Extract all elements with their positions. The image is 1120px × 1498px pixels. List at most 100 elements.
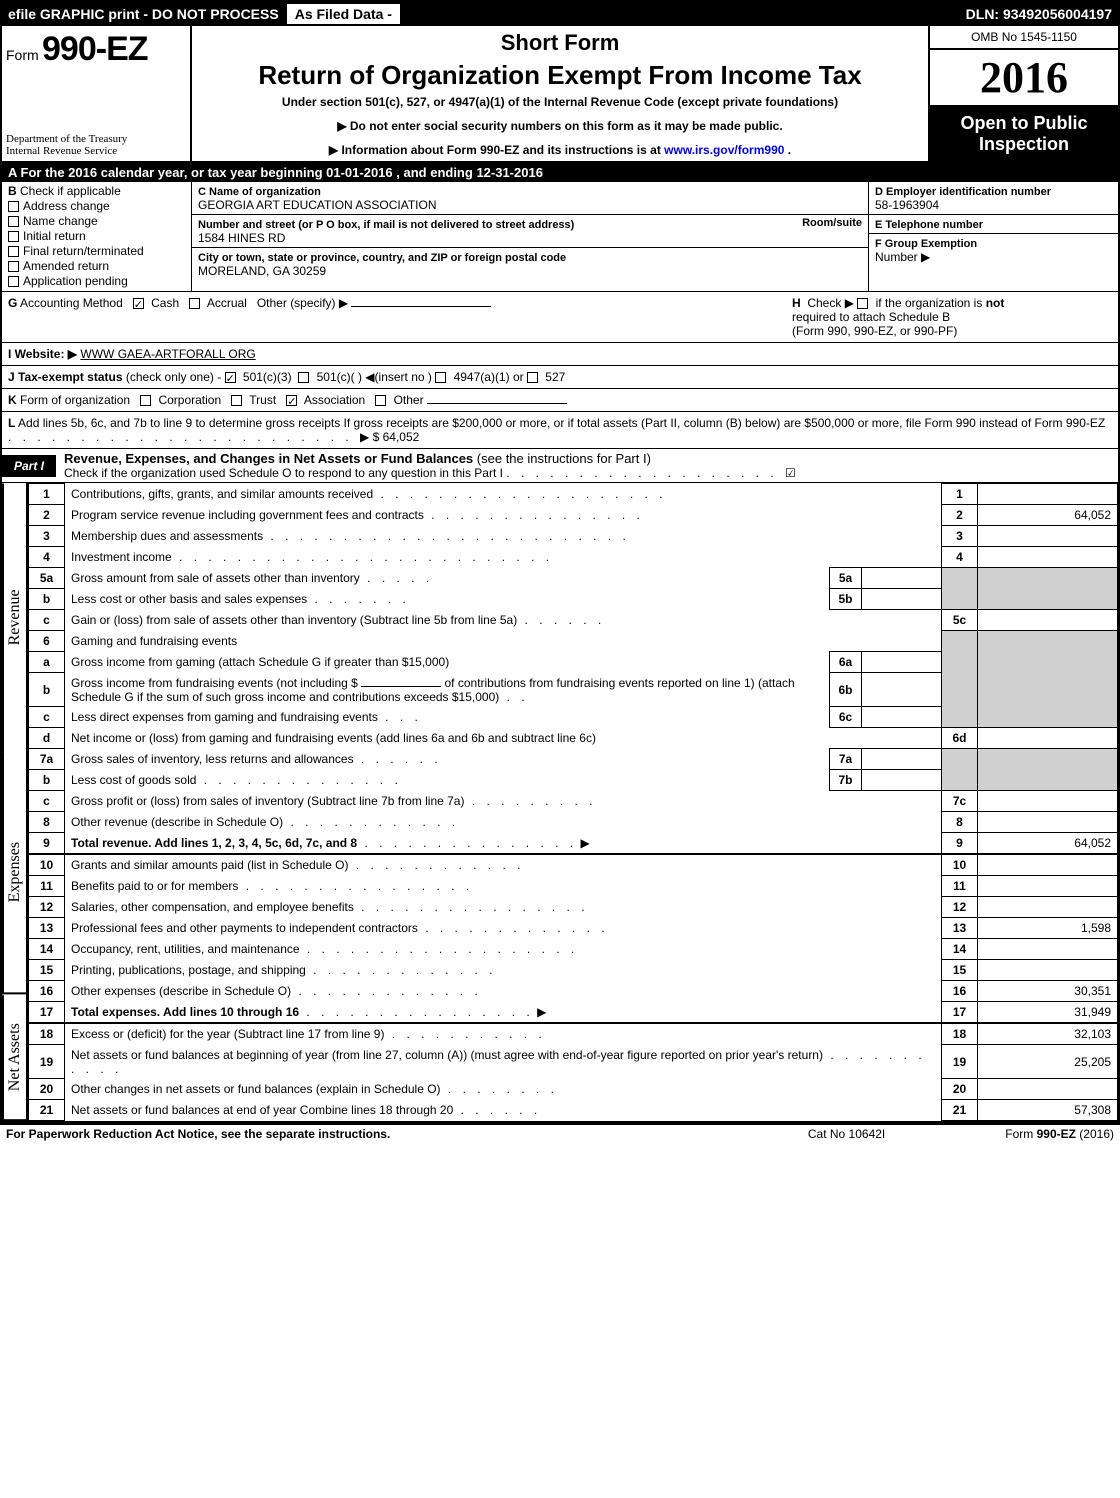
irs-link[interactable]: www.irs.gov/form990 [664,143,784,157]
section-g: G Accounting Method Cash Accrual Other (… [8,296,792,338]
vlabel-revenue: Revenue [2,483,26,752]
line-5a: 5a Gross amount from sale of assets othe… [29,568,1118,589]
chk-trust[interactable] [231,395,242,406]
form-word: Form [6,47,39,63]
chk-corp[interactable] [140,395,151,406]
line-11: 11 Benefits paid to or for members . . .… [29,876,1118,897]
line-8: 8 Other revenue (describe in Schedule O)… [29,812,1118,833]
cat-no: Cat No 10642I [808,1127,885,1141]
chk-address-change[interactable]: Address change [8,199,185,213]
form-number: 990-EZ [42,30,148,68]
section-bcdef: B Check if applicable Address change Nam… [2,182,1118,292]
short-form-title: Short Form [202,30,918,56]
section-c: C Name of organization GEORGIA ART EDUCA… [192,182,868,291]
line-20: 20 Other changes in net assets or fund b… [29,1079,1118,1100]
other-method-input[interactable] [351,306,491,307]
footer: For Paperwork Reduction Act Notice, see … [0,1123,1120,1143]
part-1-title: Revenue, Expenses, and Changes in Net As… [56,449,1118,482]
paperwork-notice: For Paperwork Reduction Act Notice, see … [6,1127,390,1141]
line-21: 21 Net assets or fund balances at end of… [29,1100,1118,1121]
line-10: 10 Grants and similar amounts paid (list… [29,854,1118,876]
chk-sched-b[interactable] [857,298,868,309]
org-name: GEORGIA ART EDUCATION ASSOCIATION [198,198,437,212]
chk-application-pending[interactable]: Application pending [8,274,185,288]
street-address: 1584 HINES RD [198,231,285,245]
section-b: B Check if applicable Address change Nam… [2,182,192,291]
section-l: L Add lines 5b, 6c, and 7b to line 9 to … [2,412,1118,449]
omb-number: OMB No 1545-1150 [930,26,1118,50]
org-name-block: C Name of organization GEORGIA ART EDUCA… [192,182,868,215]
lines-table: 1 Contributions, gifts, grants, and simi… [28,483,1118,1121]
return-title: Return of Organization Exempt From Incom… [202,60,918,91]
part1-chk[interactable]: ☑ [785,466,796,480]
section-def: D Employer identification number 58-1963… [868,182,1118,291]
line-7c: c Gross profit or (loss) from sales of i… [29,791,1118,812]
chk-assoc[interactable] [286,395,297,406]
chk-cash[interactable] [133,298,144,309]
line-14: 14 Occupancy, rent, utilities, and maint… [29,939,1118,960]
group-exempt-block: F Group Exemption Number ▶ [869,234,1118,266]
line-5c: c Gain or (loss) from sale of assets oth… [29,610,1118,631]
ein-block: D Employer identification number 58-1963… [869,182,1118,215]
line-3: 3 Membership dues and assessments . . . … [29,526,1118,547]
chk-final-return[interactable]: Final return/terminated [8,244,185,258]
section-j: J Tax-exempt status (check only one) - 5… [2,366,1118,389]
chk-name-change[interactable]: Name change [8,214,185,228]
chk-initial-return[interactable]: Initial return [8,229,185,243]
phone-block: E Telephone number [869,215,1118,234]
line-7a: 7a Gross sales of inventory, less return… [29,749,1118,770]
gross-receipts: 64,052 [383,430,420,444]
top-bar: efile GRAPHIC print - DO NOT PROCESS As … [2,2,1118,26]
line-1: 1 Contributions, gifts, grants, and simi… [29,484,1118,505]
line-15: 15 Printing, publications, postage, and … [29,960,1118,981]
header-left: Form 990-EZ Department of the Treasury I… [2,26,192,161]
city-state-zip: MORELAND, GA 30259 [198,264,326,278]
line-9: 9 Total revenue. Add lines 1, 2, 3, 4, 5… [29,833,1118,855]
header-mid: Short Form Return of Organization Exempt… [192,26,928,161]
chk-501c3[interactable] [225,372,236,383]
header: Form 990-EZ Department of the Treasury I… [2,26,1118,163]
line-17: 17 Total expenses. Add lines 10 through … [29,1002,1118,1024]
dln: DLN: 93492056004197 [966,6,1112,22]
row-a: A For the 2016 calendar year, or tax yea… [2,163,1118,182]
part-1-header: Part I Revenue, Expenses, and Changes in… [2,449,1118,483]
chk-4947[interactable] [435,372,446,383]
section-k: K Form of organization Corporation Trust… [2,389,1118,412]
chk-other-org[interactable] [375,395,386,406]
info-notice: ▶ Information about Form 990-EZ and its … [202,143,918,157]
line-2: 2 Program service revenue including gove… [29,505,1118,526]
chk-accrual[interactable] [189,298,200,309]
tax-year: 2016 [930,50,1118,107]
ssn-notice: ▶ Do not enter social security numbers o… [202,119,918,133]
section-g-h: G Accounting Method Cash Accrual Other (… [2,292,1118,343]
line-12: 12 Salaries, other compensation, and emp… [29,897,1118,918]
dept-block: Department of the Treasury Internal Reve… [6,133,186,157]
other-org-input[interactable] [427,403,567,404]
chk-501c[interactable] [298,372,309,383]
as-filed-label: As Filed Data - [287,4,400,24]
section-i: I Website: ▶ WWW GAEA-ARTFORALL ORG [2,343,1118,366]
header-right: OMB No 1545-1150 2016 Open to Public Ins… [928,26,1118,161]
section-h: H Check ▶ if the organization is not req… [792,296,1112,338]
vlabels: Revenue Expenses Net Assets [2,483,28,1121]
form-ref: Form 990-EZ (2016) [1005,1127,1114,1141]
open-to-public: Open to Public Inspection [930,107,1118,161]
line-13: 13 Professional fees and other payments … [29,918,1118,939]
line-16: 16 Other expenses (describe in Schedule … [29,981,1118,1002]
chk-amended-return[interactable]: Amended return [8,259,185,273]
ein: 58-1963904 [875,198,939,212]
addr-block: Number and street (or P O box, if mail i… [192,215,868,248]
line-6: 6 Gaming and fundraising events [29,631,1118,652]
city-block: City or town, state or province, country… [192,248,868,280]
line-4: 4 Investment income . . . . . . . . . . … [29,547,1118,568]
vlabel-expenses: Expenses [2,752,26,994]
chk-527[interactable] [527,372,538,383]
line-19: 19 Net assets or fund balances at beginn… [29,1045,1118,1079]
efile-label: efile GRAPHIC print - DO NOT PROCESS [8,6,279,22]
line-6d: d Net income or (loss) from gaming and f… [29,728,1118,749]
under-section: Under section 501(c), 527, or 4947(a)(1)… [202,95,918,109]
website: WWW GAEA-ARTFORALL ORG [80,347,255,361]
form-990ez: efile GRAPHIC print - DO NOT PROCESS As … [0,0,1120,1123]
part-1-label: Part I [2,455,56,477]
vlabel-netassets: Net Assets [2,995,26,1121]
